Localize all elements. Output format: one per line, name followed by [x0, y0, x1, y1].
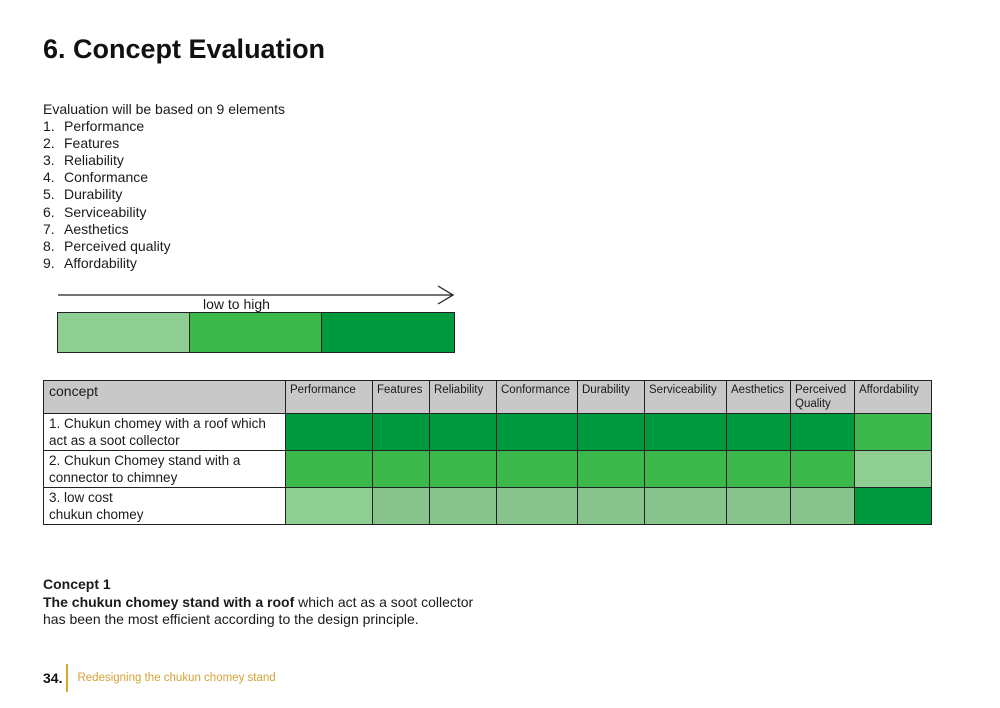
- rating-cell: [429, 450, 497, 488]
- rating-cell: [429, 413, 497, 451]
- conclusion-rest-1: which act as a soot collector: [294, 593, 474, 610]
- table-row: 1. Chukun chomey with a roof which act a…: [43, 413, 932, 451]
- concept-name: 3. low cost chukun chomey: [43, 487, 286, 525]
- header-cell: Affordability: [854, 380, 932, 414]
- concept-name: 2. Chukun Chomey stand with a connector …: [43, 450, 286, 488]
- page-title: 6. Concept Evaluation: [43, 34, 326, 64]
- element-item: 2. Features: [43, 135, 285, 152]
- table-row: 2. Chukun Chomey stand with a connector …: [43, 450, 932, 488]
- rating-cell: [496, 450, 578, 488]
- scale-swatch-2: [190, 313, 322, 352]
- conclusion-line-1: The chukun chomey stand with a roof whic…: [43, 594, 473, 612]
- element-number: 5.: [43, 186, 55, 203]
- rating-cell: [372, 450, 430, 488]
- concept-name: 1. Chukun chomey with a roof which act a…: [43, 413, 286, 451]
- element-number: 2.: [43, 135, 55, 152]
- page-footer: 34. Redesigning the chukun chomey stand: [43, 664, 276, 692]
- conclusion: Concept 1 The chukun chomey stand with a…: [43, 576, 473, 629]
- header-concept: concept: [43, 380, 286, 414]
- element-label: Conformance: [64, 169, 149, 186]
- rating-cell: [496, 487, 578, 525]
- element-label: Durability: [64, 186, 123, 203]
- header-cell: Serviceability: [644, 380, 727, 414]
- conclusion-line-2: has been the most efficient according to…: [43, 611, 419, 627]
- table-body: 1. Chukun chomey with a roof which act a…: [43, 413, 932, 525]
- rating-cell: [854, 487, 932, 525]
- element-item: 5. Durability: [43, 186, 285, 203]
- element-number: 9.: [43, 254, 55, 271]
- element-item: 9. Affordability: [43, 255, 285, 272]
- scale-swatch-3: [322, 313, 454, 352]
- rating-cell: [854, 450, 932, 488]
- rating-cell: [790, 487, 855, 525]
- scale-swatches: [57, 312, 455, 353]
- element-number: 7.: [43, 220, 55, 237]
- element-number: 8.: [43, 237, 55, 254]
- element-label: Aesthetics: [64, 220, 129, 237]
- element-number: 1.: [43, 118, 55, 135]
- element-label: Serviceability: [64, 203, 147, 220]
- footer-divider: [66, 664, 69, 692]
- evaluation-intro: Evaluation will be based on 9 elements 1…: [43, 101, 285, 272]
- rating-cell: [372, 487, 430, 525]
- elements-list: 1. Performance 2. Features 3. Reliability 4. Co…: [43, 118, 285, 272]
- rating-cell: [644, 487, 727, 525]
- header-cell: Durability: [577, 380, 645, 414]
- rating-cell: [577, 413, 645, 451]
- element-label: Reliability: [64, 152, 124, 169]
- footer-subtitle: Redesigning the chukun chomey stand: [77, 672, 276, 684]
- rating-cell: [285, 450, 373, 488]
- header-cell: Performance: [285, 380, 373, 414]
- rating-cell: [726, 413, 791, 451]
- element-item: 6. Serviceability: [43, 204, 285, 221]
- header-cell: Perceived Quality: [790, 380, 855, 414]
- rating-cell: [726, 450, 791, 488]
- table-row: 3. low cost chukun chomey: [43, 487, 932, 525]
- rating-cell: [496, 413, 578, 451]
- conclusion-bold: The chukun chomey stand with a roof: [43, 593, 295, 610]
- element-label: Affordability: [64, 254, 137, 271]
- intro-text: Evaluation will be based on 9 elements: [43, 101, 286, 117]
- element-label: Features: [64, 135, 120, 152]
- rating-cell: [726, 487, 791, 525]
- rating-cell: [372, 413, 430, 451]
- element-number: 4.: [43, 169, 55, 186]
- rating-cell: [790, 450, 855, 488]
- scale-label: low to high: [203, 296, 270, 312]
- element-label: Perceived quality: [64, 237, 171, 254]
- page-number: 34.: [43, 670, 63, 686]
- element-label: Performance: [64, 118, 145, 135]
- rating-cell: [429, 487, 497, 525]
- table-header-row: concept Performance Features Reliability Co…: [43, 380, 932, 414]
- element-number: 3.: [43, 152, 55, 169]
- scale-legend: low to high: [57, 283, 457, 355]
- rating-cell: [854, 413, 932, 451]
- header-cell: Conformance: [496, 380, 578, 414]
- element-item: 1. Performance: [43, 118, 285, 135]
- rating-cell: [644, 450, 727, 488]
- rating-cell: [577, 450, 645, 488]
- rating-cell: [790, 413, 855, 451]
- header-cell: Features: [372, 380, 430, 414]
- element-item: 3. Reliability: [43, 152, 285, 169]
- header-cell: Aesthetics: [726, 380, 791, 414]
- evaluation-table: concept Performance Features Reliability Co…: [43, 380, 932, 525]
- element-item: 4. Conformance: [43, 169, 285, 186]
- rating-cell: [577, 487, 645, 525]
- conclusion-heading: Concept 1: [43, 576, 111, 592]
- element-number: 6.: [43, 203, 55, 220]
- rating-cell: [285, 413, 373, 451]
- rating-cell: [644, 413, 727, 451]
- header-cell: Reliability: [429, 380, 497, 414]
- element-item: 7. Aesthetics: [43, 221, 285, 238]
- rating-cell: [285, 487, 373, 525]
- scale-swatch-1: [58, 313, 190, 352]
- element-item: 8. Perceived quality: [43, 238, 285, 255]
- arrow-right-icon: [58, 285, 455, 305]
